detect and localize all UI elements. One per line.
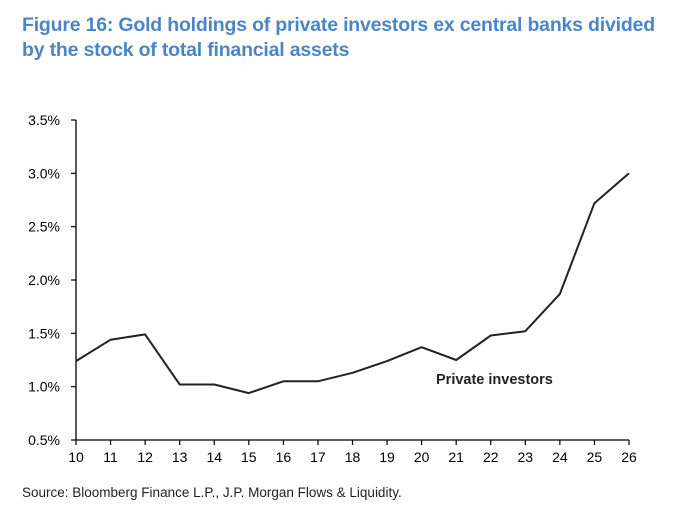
y-tick-label: 2.5% [28, 219, 60, 235]
x-tick-label: 16 [276, 449, 292, 465]
x-tick-label: 18 [345, 449, 361, 465]
y-tick-label: 3.5% [28, 112, 60, 128]
x-tick-label: 23 [518, 449, 534, 465]
x-tick-label: 10 [68, 449, 84, 465]
x-tick-label: 22 [483, 449, 499, 465]
y-tick-label: 3.0% [28, 165, 60, 181]
y-tick-label: 0.5% [28, 432, 60, 448]
x-tick-label: 20 [414, 449, 430, 465]
y-tick-label: 2.0% [28, 272, 60, 288]
x-tick-label: 14 [206, 449, 222, 465]
source-note: Source: Bloomberg Finance L.P., J.P. Mor… [22, 485, 402, 500]
x-tick-label: 25 [587, 449, 603, 465]
x-tick-label: 21 [448, 449, 464, 465]
x-tick-label: 26 [621, 449, 637, 465]
chart-title-line-2: by the stock of total financial assets [22, 39, 350, 61]
x-tick-label: 24 [552, 449, 568, 465]
x-tick-label: 13 [172, 449, 188, 465]
x-tick-label: 19 [379, 449, 395, 465]
x-tick-label: 11 [103, 449, 118, 465]
series-annotation-label: Private investors [436, 372, 553, 388]
chart-title-line-1: Figure 16: Gold holdings of private inve… [22, 14, 655, 36]
series-line-private-investors [75, 172, 630, 395]
y-tick-label: 1.5% [28, 325, 60, 341]
x-tick-label: 12 [137, 449, 153, 465]
line-chart: 0.5% 1.0% 1.5% 2.0% 2.5% 3.0% 3.5% 10 11 12 13 14 15… [28, 112, 637, 465]
chart-title: Figure 16: Gold holdings of private inve… [22, 13, 692, 63]
x-tick-label: 17 [310, 449, 326, 465]
x-tick-label: 15 [241, 449, 257, 465]
y-tick-label: 1.0% [28, 379, 60, 395]
